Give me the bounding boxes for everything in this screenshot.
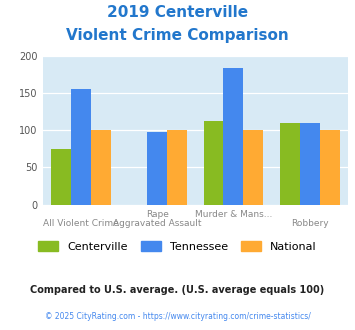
Text: Murder & Mans...: Murder & Mans... (195, 210, 272, 218)
Text: Robbery: Robbery (291, 219, 328, 228)
Bar (204, 121, 224, 205)
Bar (243, 130, 263, 205)
Legend: Centerville, Tennessee, National: Centerville, Tennessee, National (34, 237, 321, 256)
Bar (71, 89, 91, 205)
Text: Aggravated Assault: Aggravated Assault (113, 219, 201, 228)
Bar (280, 123, 300, 205)
Text: Compared to U.S. average. (U.S. average equals 100): Compared to U.S. average. (U.S. average … (31, 285, 324, 295)
Bar (167, 130, 187, 205)
Text: 2019 Centerville: 2019 Centerville (107, 5, 248, 20)
Text: Rape: Rape (146, 210, 169, 218)
Text: © 2025 CityRating.com - https://www.cityrating.com/crime-statistics/: © 2025 CityRating.com - https://www.city… (45, 312, 310, 321)
Text: Violent Crime Comparison: Violent Crime Comparison (66, 28, 289, 43)
Bar (224, 68, 243, 205)
Bar (320, 130, 339, 205)
Text: All Violent Crime: All Violent Crime (43, 219, 119, 228)
Bar (51, 149, 71, 205)
Bar (147, 132, 167, 205)
Bar (91, 130, 110, 205)
Bar (300, 123, 320, 205)
